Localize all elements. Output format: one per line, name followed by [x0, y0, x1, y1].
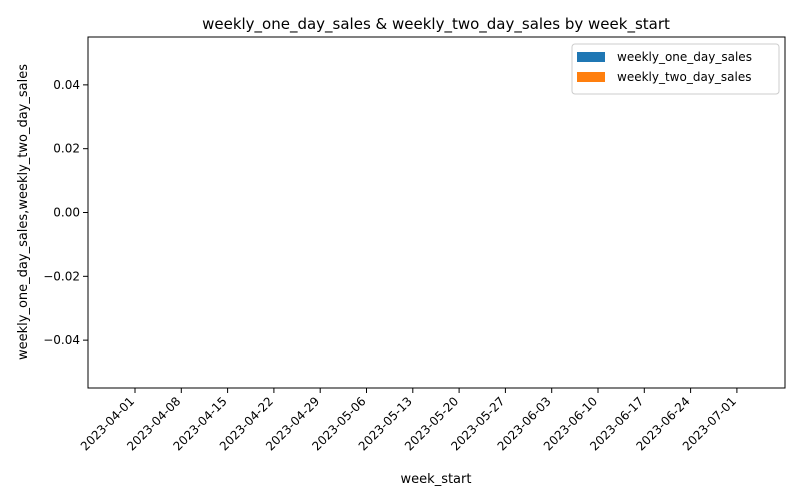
legend-label-one-day: weekly_one_day_sales: [617, 50, 752, 64]
x-axis-ticks: 2023-04-012023-04-082023-04-152023-04-22…: [78, 388, 739, 453]
legend-label-two-day: weekly_two_day_sales: [617, 70, 751, 84]
y-axis-label: weekly_one_day_sales,weekly_two_day_sale…: [16, 64, 31, 360]
chart-title: weekly_one_day_sales & weekly_two_day_sa…: [202, 15, 670, 34]
y-tick-label: 0.04: [53, 78, 80, 92]
x-axis-label: week_start: [401, 472, 472, 487]
y-tick-label: −0.04: [43, 333, 80, 347]
legend-swatch-one-day: [577, 52, 605, 62]
y-tick-label: 0.02: [53, 142, 80, 156]
legend-frame: [571, 43, 780, 95]
y-tick-label: −0.02: [43, 269, 80, 283]
legend: weekly_one_day_sales weekly_two_day_sale…: [571, 43, 780, 95]
y-axis-ticks: 0.04 0.02 0.00 −0.02 −0.04: [43, 78, 88, 347]
y-tick-label: 0.00: [53, 206, 80, 220]
legend-swatch-two-day: [577, 72, 605, 82]
